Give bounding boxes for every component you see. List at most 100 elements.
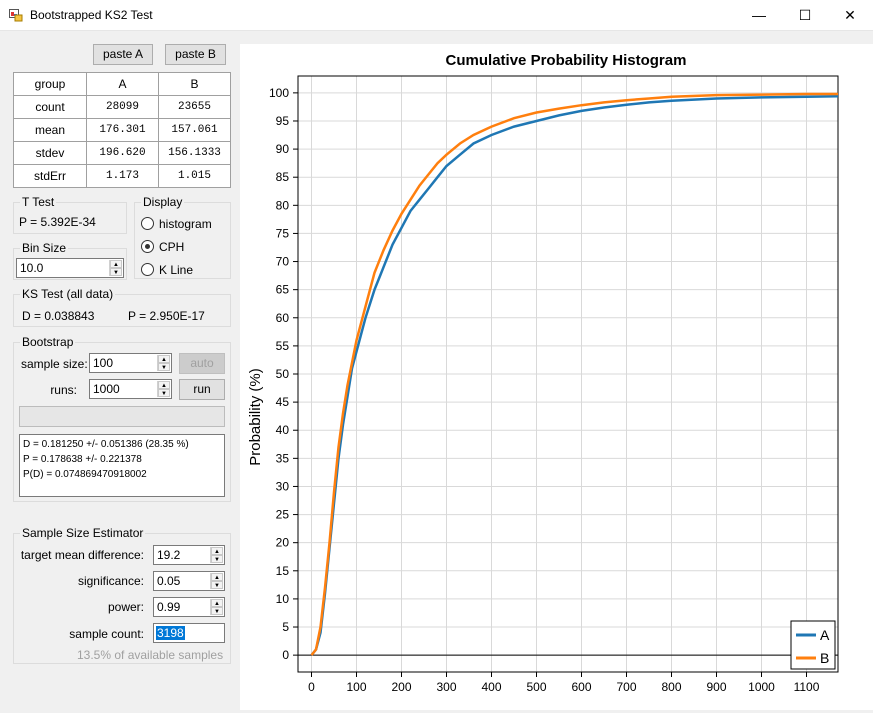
- maximize-button[interactable]: ☐: [798, 7, 812, 23]
- sample-size-value: 100: [93, 356, 114, 370]
- target-mean-value: 19.2: [157, 548, 181, 562]
- significance-value: 0.05: [157, 574, 181, 588]
- cell-a: 28099: [86, 95, 159, 119]
- auto-button[interactable]: auto: [179, 353, 225, 374]
- spin-down-icon[interactable]: ▼: [211, 555, 223, 563]
- cell-a: 196.620: [86, 141, 159, 165]
- table-row: mean 176.301 157.061: [13, 118, 231, 142]
- significance-spinner[interactable]: 0.05 ▲ ▼: [153, 571, 225, 591]
- close-button[interactable]: ✕: [844, 7, 856, 23]
- significance-label: significance:: [77, 574, 144, 588]
- legend-box: [790, 620, 836, 670]
- x-tick-label: 500: [526, 680, 546, 694]
- target-mean-spinner[interactable]: 19.2 ▲ ▼: [153, 545, 225, 565]
- spin-down-icon[interactable]: ▼: [158, 363, 170, 371]
- ks-test-group: KS Test (all data) D = 0.038843 P = 2.95…: [13, 287, 231, 327]
- spinner-arrows: ▲ ▼: [157, 355, 170, 371]
- spinner-arrows: ▲ ▼: [210, 573, 223, 589]
- chart-axes: 0 100 200 300 400 500 600 700 800 900 1000 1100 0 5 10…: [269, 75, 839, 694]
- spin-up-icon[interactable]: ▲: [158, 381, 170, 389]
- column-header: A: [86, 72, 159, 96]
- sample-count-label: sample count:: [69, 627, 144, 641]
- spin-up-icon[interactable]: ▲: [158, 355, 170, 363]
- cell-a: 1.173: [86, 164, 159, 188]
- ks-test-title: KS Test (all data): [20, 287, 116, 301]
- spin-up-icon[interactable]: ▲: [211, 547, 223, 555]
- table-header-row: group A B: [13, 72, 231, 96]
- y-tick-label: 100: [269, 86, 289, 100]
- spin-down-icon[interactable]: ▼: [158, 389, 170, 397]
- y-tick-label: 75: [276, 226, 290, 240]
- minimize-button[interactable]: —: [752, 7, 766, 23]
- spinner-arrows: ▲ ▼: [109, 260, 122, 276]
- progress-bar: [19, 406, 225, 427]
- y-tick-label: 70: [276, 255, 290, 269]
- paste-a-button[interactable]: paste A: [93, 44, 153, 65]
- y-tick-label: 60: [276, 311, 290, 325]
- sample-count-field[interactable]: 3198: [153, 623, 225, 643]
- spin-down-icon[interactable]: ▼: [211, 607, 223, 615]
- target-mean-label: target mean difference:: [20, 548, 144, 562]
- output-line: P(D) = 0.074869470918002: [23, 469, 147, 480]
- chart-legend: AB: [790, 620, 836, 670]
- ks-test-p: P = 2.950E-17: [128, 309, 205, 323]
- cell-a: 176.301: [86, 118, 159, 142]
- y-tick-label: 55: [276, 339, 290, 353]
- run-button[interactable]: run: [179, 379, 225, 400]
- display-title: Display: [141, 195, 185, 209]
- y-tick-label: 35: [276, 451, 290, 465]
- spin-up-icon[interactable]: ▲: [211, 599, 223, 607]
- y-tick-label: 45: [276, 395, 290, 409]
- y-tick-label: 10: [276, 592, 290, 606]
- radio-histogram[interactable]: [141, 217, 154, 230]
- y-tick-label: 25: [276, 508, 290, 522]
- x-tick-label: 300: [436, 680, 456, 694]
- x-tick-label: 200: [391, 680, 411, 694]
- spin-down-icon[interactable]: ▼: [110, 268, 122, 276]
- y-tick-label: 50: [276, 367, 290, 381]
- runs-spinner[interactable]: 1000 ▲ ▼: [89, 379, 172, 399]
- x-tick-label: 600: [571, 680, 591, 694]
- spin-up-icon[interactable]: ▲: [211, 573, 223, 581]
- spinner-arrows: ▲ ▼: [157, 381, 170, 397]
- cph-chart: Cumulative Probability Histogram 0 100 200…: [247, 52, 839, 694]
- cell-b: 23655: [158, 95, 231, 119]
- radio-cph-label[interactable]: CPH: [159, 240, 185, 254]
- radio-cph[interactable]: [141, 240, 154, 253]
- x-tick-label: 400: [481, 680, 501, 694]
- sample-size-estimator-group: Sample Size Estimator target mean differ…: [13, 526, 231, 664]
- y-tick-label: 30: [276, 479, 290, 493]
- spinner-arrows: ▲ ▼: [210, 547, 223, 563]
- y-tick-label: 15: [276, 564, 290, 578]
- sample-count-value: 3198: [156, 626, 185, 640]
- row-label: count: [13, 95, 87, 119]
- radio-k-line[interactable]: [141, 263, 154, 276]
- y-tick-label: 5: [282, 620, 289, 634]
- column-header: group: [13, 72, 87, 96]
- cell-b: 1.015: [158, 164, 231, 188]
- ks-test-d: D = 0.038843: [22, 309, 95, 323]
- bin-size-group: Bin Size 10.0 ▲ ▼: [13, 241, 127, 280]
- y-axis-label: Probability (%): [247, 368, 264, 466]
- power-spinner[interactable]: 0.99 ▲ ▼: [153, 597, 225, 617]
- spin-up-icon[interactable]: ▲: [110, 260, 122, 268]
- t-test-group: T Test P = 5.392E-34: [13, 195, 127, 234]
- sample-size-spinner[interactable]: 100 ▲ ▼: [89, 353, 172, 373]
- estimator-title: Sample Size Estimator: [20, 526, 146, 540]
- row-label: stdErr: [13, 164, 87, 188]
- power-label: power:: [107, 600, 144, 614]
- row-label: stdev: [13, 141, 87, 165]
- sample-size-label: sample size:: [21, 357, 88, 371]
- table-row: stdErr 1.173 1.015: [13, 164, 231, 188]
- bin-size-spinner[interactable]: 10.0 ▲ ▼: [16, 258, 124, 278]
- spin-down-icon[interactable]: ▼: [211, 581, 223, 589]
- window-title: Bootstrapped KS2 Test: [30, 8, 153, 22]
- bootstrap-group: Bootstrap sample size: 100 ▲ ▼ auto runs…: [13, 335, 231, 502]
- series-line-b: [310, 92, 838, 656]
- bootstrap-output[interactable]: D = 0.181250 +/- 0.051386 (28.35 %) P = …: [19, 434, 225, 497]
- y-tick-label: 20: [276, 536, 290, 550]
- paste-b-button[interactable]: paste B: [165, 44, 226, 65]
- radio-k-line-label[interactable]: K Line: [159, 263, 194, 277]
- chart-series: [310, 92, 839, 656]
- radio-histogram-label[interactable]: histogram: [159, 217, 212, 231]
